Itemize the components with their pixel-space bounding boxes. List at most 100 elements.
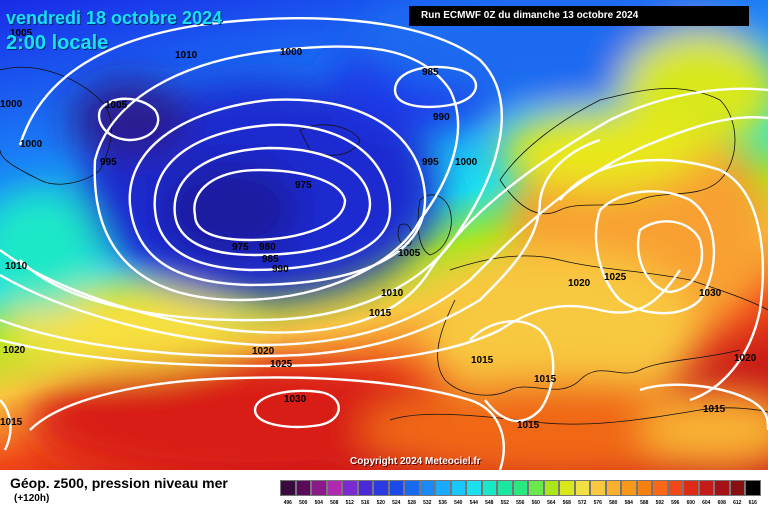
isobar-lines bbox=[0, 17, 768, 470]
isobar-1005 bbox=[0, 87, 768, 334]
legend-tick-label: 616 bbox=[748, 500, 757, 506]
isobar-label: 1015 bbox=[534, 374, 557, 385]
legend-tick-label: 600 bbox=[686, 500, 695, 506]
legend-swatch bbox=[605, 480, 621, 496]
isobar-label: 1020 bbox=[252, 346, 275, 357]
forecast-date: vendredi 18 octobre 2024 bbox=[6, 8, 223, 28]
legend-title: Géop. z500, pression niveau mer bbox=[10, 475, 228, 491]
isobar-1020 bbox=[0, 269, 681, 368]
legend-swatch bbox=[621, 480, 637, 496]
isobar-label: 1030 bbox=[284, 394, 307, 405]
legend-swatch bbox=[729, 480, 745, 496]
legend-swatch bbox=[528, 480, 544, 496]
isobar-label: 1015 bbox=[517, 420, 540, 431]
legend-swatch bbox=[590, 480, 606, 496]
isobar-label: 1005 bbox=[398, 248, 421, 259]
isobar-label: 995 bbox=[422, 157, 439, 168]
color-scale-labels: 496 500 504 508 512 516 520 524 528 532 536 540 544 5… bbox=[280, 500, 761, 506]
isobar-995 bbox=[93, 45, 460, 302]
legend-tick-label: 532 bbox=[423, 500, 432, 506]
legend-swatch bbox=[357, 480, 373, 496]
isobar-1030 bbox=[253, 389, 340, 429]
legend-swatch bbox=[419, 480, 435, 496]
isobar-1030-east bbox=[636, 220, 703, 294]
legend-swatch bbox=[497, 480, 513, 496]
weather-map: 1005 1010 1000 985 1000 1005 990 1000 99… bbox=[0, 0, 768, 470]
legend-tick-label: 588 bbox=[640, 500, 649, 506]
legend-swatch bbox=[543, 480, 559, 496]
legend-swatch bbox=[481, 480, 497, 496]
isobar-980 bbox=[173, 146, 372, 257]
isobar-1015-sw bbox=[0, 399, 12, 451]
legend-tick-label: 568 bbox=[562, 500, 571, 506]
isobar-985-norway bbox=[393, 65, 478, 109]
legend-tick-label: 592 bbox=[655, 500, 664, 506]
legend-swatch bbox=[512, 480, 528, 496]
isobar-1025 bbox=[29, 376, 505, 470]
legend-swatch bbox=[373, 480, 389, 496]
legend-tick-label: 508 bbox=[330, 500, 339, 506]
isobar-label: 1000 bbox=[280, 47, 303, 58]
isobar-label: 1000 bbox=[0, 99, 23, 110]
legend-swatch bbox=[714, 480, 730, 496]
isobar-1020-east bbox=[559, 158, 764, 402]
isobar-1005-greenland bbox=[97, 97, 160, 142]
isobar-label: 1005 bbox=[10, 28, 33, 39]
isobar-label: 1015 bbox=[369, 308, 392, 319]
isobar-1015-med bbox=[469, 320, 555, 422]
legend-swatch bbox=[342, 480, 358, 496]
legend-tick-label: 524 bbox=[392, 500, 401, 506]
isobar-label: 980 bbox=[259, 242, 276, 253]
legend-swatch bbox=[280, 480, 296, 496]
legend-swatch bbox=[683, 480, 699, 496]
legend-tick-label: 560 bbox=[531, 500, 540, 506]
isobar-1015 bbox=[0, 138, 601, 358]
legend-swatch bbox=[698, 480, 714, 496]
isobar-label: 1020 bbox=[3, 345, 26, 356]
legend-swatch bbox=[574, 480, 590, 496]
legend-swatch bbox=[559, 480, 575, 496]
legend-swatch bbox=[636, 480, 652, 496]
isobar-label: 1015 bbox=[471, 355, 494, 366]
isobar-1025-east bbox=[594, 190, 716, 315]
legend-tick-label: 584 bbox=[624, 500, 633, 506]
legend-tick-label: 612 bbox=[733, 500, 742, 506]
legend-tick-label: 504 bbox=[314, 500, 323, 506]
isobar-label: 1010 bbox=[5, 261, 28, 272]
isobar-1015-turkey bbox=[639, 383, 768, 431]
legend-tick-label: 564 bbox=[547, 500, 556, 506]
legend-tick-label: 500 bbox=[299, 500, 308, 506]
legend-swatch bbox=[388, 480, 404, 496]
legend-tick-label: 496 bbox=[283, 500, 292, 506]
legend-swatch bbox=[466, 480, 482, 496]
color-scale bbox=[280, 480, 761, 496]
legend-tick-label: 576 bbox=[593, 500, 602, 506]
europe-coast bbox=[437, 255, 768, 396]
legend-tick-label: 512 bbox=[345, 500, 354, 506]
legend-tick-label: 580 bbox=[609, 500, 618, 506]
legend-swatch bbox=[404, 480, 420, 496]
legend-tick-label: 548 bbox=[485, 500, 494, 506]
legend-swatch bbox=[435, 480, 451, 496]
legend-swatch bbox=[450, 480, 466, 496]
legend-tick-label: 536 bbox=[438, 500, 447, 506]
run-banner: Run ECMWF 0Z du dimanche 13 octobre 2024 bbox=[409, 6, 749, 26]
legend-swatch bbox=[652, 480, 668, 496]
isobar-label: 975 bbox=[232, 242, 249, 253]
isobar-975 bbox=[193, 168, 347, 242]
isobar-label: 1005 bbox=[105, 100, 128, 111]
copyright-text: Copyright 2024 Meteociel.fr bbox=[350, 456, 481, 467]
isobar-985 bbox=[153, 123, 392, 272]
legend-swatch bbox=[295, 480, 311, 496]
africa-coast bbox=[389, 407, 768, 425]
isobar-990 bbox=[128, 98, 427, 287]
legend-tick-label: 556 bbox=[516, 500, 525, 506]
isobar-1000 bbox=[18, 17, 503, 322]
isobar-1010 bbox=[0, 115, 768, 347]
legend-subtitle: (+120h) bbox=[14, 493, 50, 504]
legend-swatch bbox=[326, 480, 342, 496]
isobar-label: 1010 bbox=[381, 288, 404, 299]
greenland-coast bbox=[0, 66, 112, 185]
legend: Géop. z500, pression niveau mer (+120h) … bbox=[0, 470, 768, 512]
legend-tick-label: 520 bbox=[376, 500, 385, 506]
